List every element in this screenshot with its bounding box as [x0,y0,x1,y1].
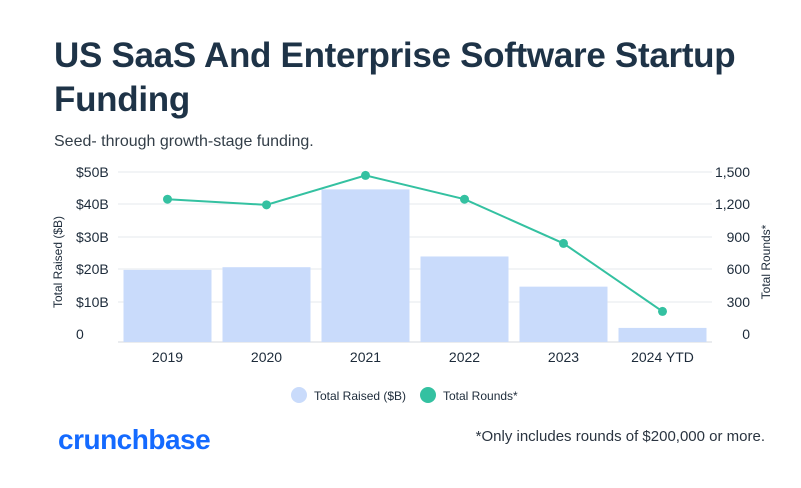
bar-2024-ytd [618,327,707,342]
x-tick-label: 2020 [251,349,282,365]
y-right-tick-label: 300 [727,294,751,310]
x-tick-label: 2023 [548,349,579,365]
legend-line-swatch [420,387,436,403]
x-tick-label: 2024 YTD [631,349,694,365]
bar-2019 [123,269,212,342]
point-2023 [559,238,568,248]
legend-line-label: Total Rounds* [443,389,518,403]
y-right-tick-label: 0 [742,326,750,342]
point-2022 [460,194,469,204]
point-2024-ytd [658,306,667,316]
footnote: *Only includes rounds of $200,000 or mor… [475,428,765,445]
total-rounds-line [167,174,664,313]
y-left-tick-label: $30B [76,229,109,245]
x-tick-label: 2022 [449,349,480,365]
crunchbase-logo: crunchbase [58,424,211,455]
y-left-tick-label: $40B [76,196,109,212]
x-tick-label: 2019 [152,349,183,365]
chart-subtitle: Seed- through growth-stage funding. [54,133,314,150]
legend-bar-label: Total Raised ($B) [314,389,406,403]
y-left-axis-label: Total Raised ($B) [51,216,65,308]
x-tick-label: 2021 [350,349,381,365]
y-left-tick-label: $10B [76,294,109,310]
point-2019 [163,194,172,204]
legend-bar-swatch [291,387,307,403]
bar-2021 [321,189,410,342]
y-left-tick-label: $20B [76,261,109,277]
bar-2023 [519,286,608,342]
y-right-tick-label: 600 [727,261,751,277]
y-right-tick-label: 1,200 [715,196,750,212]
y-left-tick-label: 0 [76,326,84,342]
chart-title: US SaaS And Enterprise Software Startup … [54,36,736,119]
y-right-tick-label: 1,500 [715,164,750,180]
point-2020 [262,200,271,210]
bar-2022 [420,256,509,342]
point-2021 [361,170,370,180]
y-left-tick-label: $50B [76,164,109,180]
y-right-axis-label: Total Rounds* [759,224,773,299]
y-right-tick-label: 900 [727,229,751,245]
bar-2020 [222,267,311,342]
